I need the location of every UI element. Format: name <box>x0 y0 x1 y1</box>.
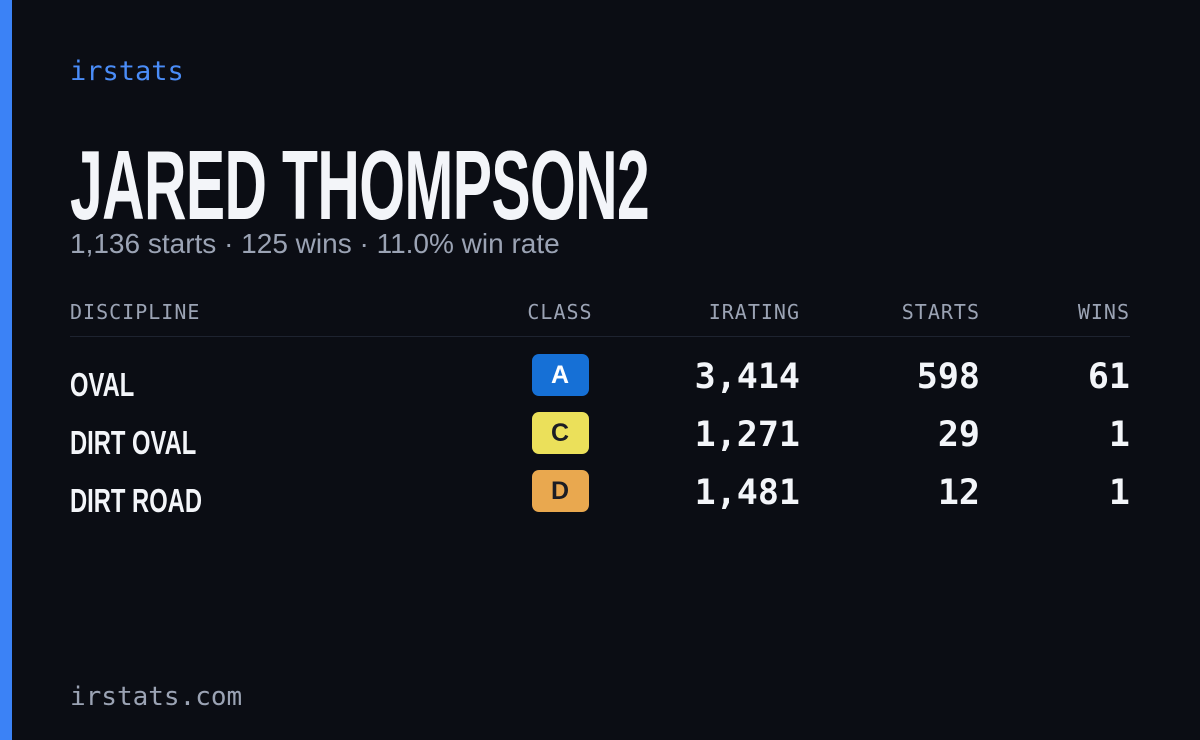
discipline-name: DIRT OVAL <box>70 424 197 461</box>
irating-value: 3,414 <box>694 357 800 397</box>
class-badge: C <box>531 412 589 454</box>
column-header: DISCIPLINE <box>70 300 201 324</box>
discipline-name: OVAL <box>70 366 135 403</box>
irating-value: 1,271 <box>694 415 800 455</box>
driver-summary: 1,136 starts · 125 wins · 11.0% win rate <box>70 228 560 259</box>
accent-bar <box>0 0 12 740</box>
starts-value: 598 <box>916 357 980 397</box>
brand: irstats <box>70 56 184 87</box>
column-header: CLASS <box>527 300 593 324</box>
column-header: IRATING <box>708 300 800 324</box>
class-badge: A <box>531 354 589 396</box>
wins-value: 61 <box>1087 357 1130 397</box>
wins-value: 1 <box>1108 415 1130 455</box>
driver-name: JARED THOMPSON2 <box>70 130 650 240</box>
footer: irstats.com <box>70 682 243 712</box>
starts-value: 12 <box>937 473 980 513</box>
column-header: WINS <box>1077 300 1130 324</box>
class-badge: D <box>531 470 589 512</box>
discipline-name: DIRT ROAD <box>70 482 202 519</box>
starts-value: 29 <box>937 415 980 455</box>
header-rule <box>70 336 1130 337</box>
wins-value: 1 <box>1108 473 1130 513</box>
column-header: STARTS <box>901 300 980 324</box>
irating-value: 1,481 <box>694 473 800 513</box>
